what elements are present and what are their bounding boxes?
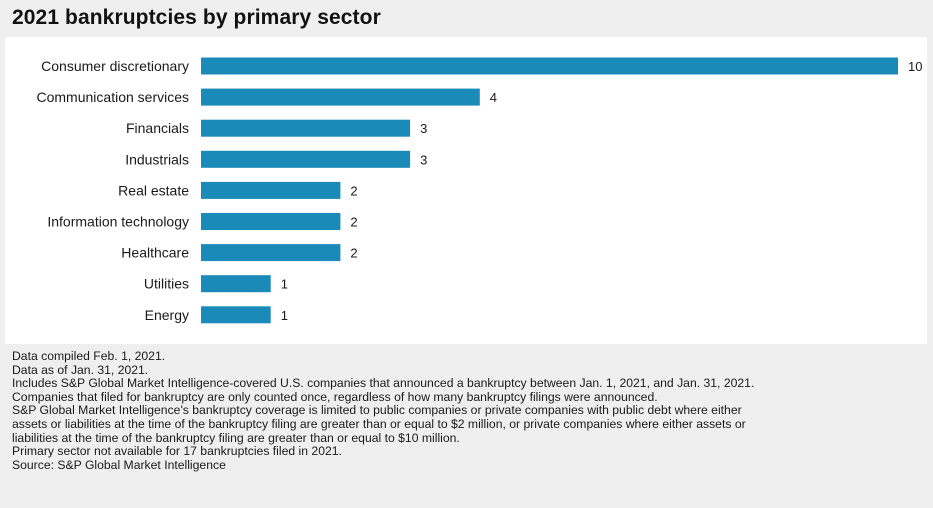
bar xyxy=(201,88,480,106)
bar xyxy=(201,244,341,262)
value-label: 2 xyxy=(350,215,357,230)
category-label: Energy xyxy=(145,307,189,323)
category-label: Real estate xyxy=(118,182,189,198)
bar xyxy=(201,150,411,168)
category-label: Utilities xyxy=(144,276,189,292)
note-line: Companies that filed for bankruptcy are … xyxy=(12,389,658,404)
bar xyxy=(201,275,271,293)
value-label: 10 xyxy=(908,59,922,74)
note-line: Data compiled Feb. 1, 2021. xyxy=(12,349,166,363)
bar xyxy=(201,119,411,137)
category-label: Communication services xyxy=(37,89,190,105)
note-line: assets or liabilities at the time of the… xyxy=(12,416,746,431)
value-label: 4 xyxy=(490,90,497,105)
value-label: 1 xyxy=(281,277,288,292)
value-label: 1 xyxy=(281,308,288,323)
value-label: 2 xyxy=(350,183,357,198)
category-label: Consumer discretionary xyxy=(41,58,189,74)
chart-title: 2021 bankruptcies by primary sector xyxy=(12,6,381,29)
bar-chart: Consumer discretionary 10 Communication se… xyxy=(37,57,922,324)
note-line: Data as of Jan. 31, 2021. xyxy=(12,362,149,377)
bar xyxy=(201,181,341,199)
category-label: Industrials xyxy=(125,151,189,167)
value-label: 3 xyxy=(420,152,427,167)
note-line: Primary sector not available for 17 bank… xyxy=(12,444,342,459)
bar xyxy=(201,213,341,230)
bar xyxy=(201,306,271,324)
chart-notes: Data compiled Feb. 1, 2021. Data as of J… xyxy=(12,349,924,472)
category-label: Financials xyxy=(126,120,189,136)
note-line: Includes S&P Global Market Intelligence-… xyxy=(12,376,755,391)
note-line: Source: S&P Global Market Intelligence xyxy=(12,457,226,472)
note-line: S&P Global Market Intelligence's bankrup… xyxy=(12,403,742,418)
note-line: liabilities at the time of the bankruptc… xyxy=(12,430,460,445)
value-label: 2 xyxy=(350,246,357,261)
category-label: Information technology xyxy=(47,214,189,230)
bar xyxy=(201,57,898,75)
value-label: 3 xyxy=(420,121,427,136)
plot-area: Consumer discretionary 10 Communication se… xyxy=(5,37,927,344)
category-label: Healthcare xyxy=(121,245,189,261)
